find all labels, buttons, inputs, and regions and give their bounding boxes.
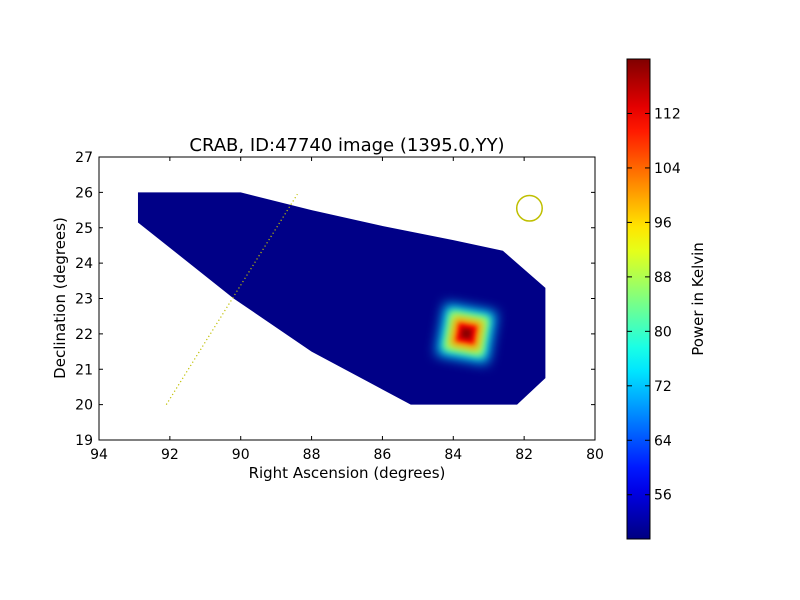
- y-tick-label: 23: [75, 292, 93, 308]
- x-tick-label: 94: [90, 447, 108, 463]
- x-axis-label: Right Ascension (degrees): [249, 464, 446, 482]
- y-tick-label: 20: [75, 398, 93, 414]
- x-tick-label: 80: [586, 447, 604, 463]
- x-tick-label: 84: [444, 447, 462, 463]
- colorbar-tick-label: 56: [654, 488, 672, 504]
- y-tick-label: 25: [75, 221, 93, 237]
- colorbar-tick-label: 88: [654, 270, 672, 286]
- y-tick-label: 22: [75, 327, 93, 343]
- coverage-region: [137, 192, 546, 405]
- y-tick-label: 21: [75, 362, 93, 378]
- colorbar-tick-label: 80: [654, 324, 672, 340]
- y-axis-label: Declination (degrees): [51, 217, 69, 379]
- y-axis: 19 20 21 22 23 24 25 26 27: [75, 150, 595, 449]
- x-tick-label: 92: [161, 447, 179, 463]
- colorbar-tick-label: 104: [654, 161, 681, 177]
- x-tick-label: 88: [303, 447, 321, 463]
- colorbar-tick-label: 64: [654, 433, 672, 449]
- colorbar-label: Power in Kelvin: [689, 242, 707, 356]
- y-tick-label: 26: [75, 185, 93, 201]
- source-blob: [436, 303, 497, 364]
- colorbar-tick-label: 112: [654, 106, 681, 122]
- colorbar-tick-label: 96: [654, 215, 672, 231]
- y-tick-label: 27: [75, 150, 93, 166]
- x-tick-label: 86: [374, 447, 392, 463]
- sources-layer: [436, 303, 497, 364]
- y-tick-label: 19: [75, 433, 93, 449]
- x-tick-label: 90: [232, 447, 250, 463]
- plot-area: [137, 192, 546, 405]
- x-tick-label: 82: [515, 447, 533, 463]
- colorbar-ticks: 56 64 72 80 88 96 104 112: [627, 106, 681, 504]
- x-axis: 94 92 90 88 86 84 82 80: [90, 157, 604, 463]
- beam-circle: [515, 194, 543, 222]
- y-tick-label: 24: [75, 256, 93, 272]
- colorbar-tick-label: 72: [654, 379, 672, 395]
- chart-title: CRAB, ID:47740 image (1395.0,YY): [189, 135, 504, 156]
- colorbar: [626, 58, 651, 540]
